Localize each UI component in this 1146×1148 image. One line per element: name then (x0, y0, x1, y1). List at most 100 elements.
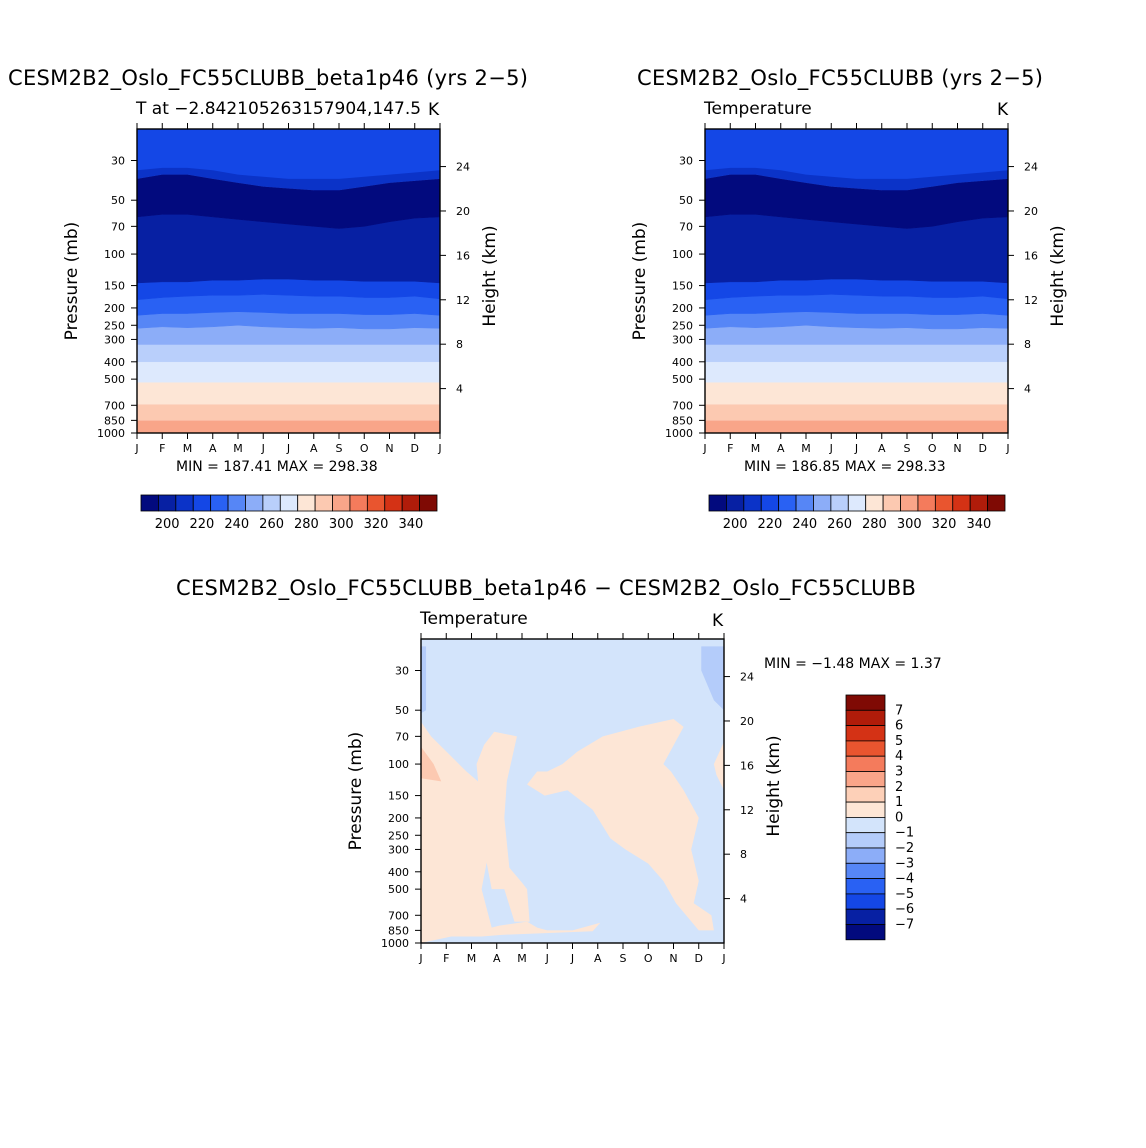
x-tick-label: J (854, 442, 858, 455)
y-tick-label: 850 (388, 924, 409, 937)
x-tick-label: J (702, 442, 706, 455)
x-tick-label: S (904, 442, 911, 455)
colorbar-label: 1 (895, 795, 903, 810)
colorbar-label: 0 (895, 810, 903, 825)
colorbar-label: 200 (723, 517, 748, 532)
panel1-subtitle: T at −2.842105263157904,147.5 (136, 99, 422, 119)
y-right-tick-label: 8 (740, 848, 747, 861)
y-tick-label: 250 (672, 319, 693, 332)
x-tick-label: O (928, 442, 937, 455)
colorbar-label: −5 (895, 887, 914, 902)
colorbar-label: 340 (966, 517, 991, 532)
contour-band (705, 404, 1008, 421)
colorbar-label: 280 (294, 517, 319, 532)
y-tick-label: 200 (388, 812, 409, 825)
colorbar-label: 280 (862, 517, 887, 532)
colorbar-label: 260 (827, 517, 852, 532)
y-right-axis-title: Height (km) (764, 735, 784, 836)
y-tick-label: 100 (104, 248, 125, 261)
y-axis-title: Pressure (mb) (62, 222, 82, 341)
colorbar-swatch (845, 847, 886, 864)
y-tick-label: 400 (104, 356, 125, 369)
panel2-title: CESM2B2_Oslo_FC55CLUBB (yrs 2−5) (637, 66, 1044, 90)
y-axis-title: Pressure (mb) (630, 222, 650, 341)
y-right-axis-title: Height (km) (1048, 225, 1068, 326)
y-tick-label: 1000 (97, 427, 125, 440)
x-tick-label: A (209, 442, 217, 455)
colorbar-label: 2 (895, 780, 903, 795)
y-tick-label: 850 (672, 414, 693, 427)
colorbar-label: −1 (895, 826, 914, 841)
y-tick-label: 700 (672, 399, 693, 412)
colorbar-label: 3 (895, 765, 903, 780)
x-tick-label: F (727, 442, 733, 455)
y-tick-label: 300 (388, 843, 409, 856)
x-tick-label: M (233, 442, 243, 455)
panel2-minmax: MIN = 186.85 MAX = 298.33 (744, 459, 946, 475)
contour-band (137, 404, 440, 421)
colorbar-swatch (845, 862, 886, 879)
y-tick-label: 200 (104, 302, 125, 315)
y-right-tick-label: 20 (456, 205, 470, 218)
panel1-minmax: MIN = 187.41 MAX = 298.38 (176, 459, 378, 475)
colorbar-swatch (845, 694, 886, 711)
y-tick-label: 150 (104, 280, 125, 293)
colorbar-label: 7 (895, 703, 903, 718)
contour-band (705, 420, 1008, 433)
contour-positive-region (476, 731, 530, 922)
colorbar-label: 240 (224, 517, 249, 532)
x-tick-label: J (1005, 442, 1009, 455)
y-right-tick-label: 4 (1024, 383, 1031, 396)
colorbar-swatch (845, 709, 886, 726)
x-tick-label: J (286, 442, 290, 455)
x-tick-label: O (644, 952, 653, 965)
x-tick-label: J (418, 952, 422, 965)
panel1-units: K (428, 100, 440, 120)
y-tick-label: 1000 (665, 427, 693, 440)
x-tick-label: M (467, 952, 477, 965)
panel2-subtitle: Temperature (704, 99, 812, 119)
contour-positive-region (421, 746, 442, 782)
x-tick-label: M (801, 442, 811, 455)
colorbar-swatch (845, 771, 886, 788)
y-right-tick-label: 16 (1024, 249, 1038, 262)
y-right-tick-label: 24 (456, 161, 470, 174)
y-axis-title: Pressure (mb) (346, 732, 366, 851)
y-right-tick-label: 16 (740, 759, 754, 772)
y-right-axis-title: Height (km) (480, 225, 500, 326)
contour-negative-region (701, 646, 724, 711)
y-right-tick-label: 12 (456, 294, 470, 307)
x-tick-label: O (360, 442, 369, 455)
y-tick-label: 250 (388, 829, 409, 842)
colorbar-label: 320 (364, 517, 389, 532)
colorbar-label: 220 (190, 517, 215, 532)
colorbar-swatch (845, 924, 886, 941)
y-right-tick-label: 24 (740, 671, 754, 684)
colorbar-label: −2 (895, 841, 914, 856)
y-right-tick-label: 12 (740, 804, 754, 817)
y-tick-label: 500 (388, 883, 409, 896)
colorbar-swatch (845, 755, 886, 772)
colorbar-label: −4 (895, 872, 914, 887)
y-tick-label: 50 (679, 194, 693, 207)
panel3-units: K (712, 611, 724, 631)
y-right-tick-label: 16 (456, 249, 470, 262)
y-tick-label: 30 (679, 155, 693, 168)
y-right-tick-label: 20 (1024, 205, 1038, 218)
y-right-tick-label: 4 (740, 893, 747, 906)
x-tick-label: A (493, 952, 501, 965)
colorbar-label: 260 (259, 517, 284, 532)
panel2-units: K (997, 100, 1009, 120)
y-tick-label: 700 (104, 399, 125, 412)
colorbar-label: −3 (895, 856, 914, 871)
colorbar-label: 320 (932, 517, 957, 532)
y-tick-label: 50 (395, 704, 409, 717)
colorbar-label: 6 (895, 719, 903, 734)
y-tick-label: 200 (672, 302, 693, 315)
y-tick-label: 300 (672, 333, 693, 346)
contour-band (137, 420, 440, 433)
colorbar-label: 4 (895, 749, 903, 764)
